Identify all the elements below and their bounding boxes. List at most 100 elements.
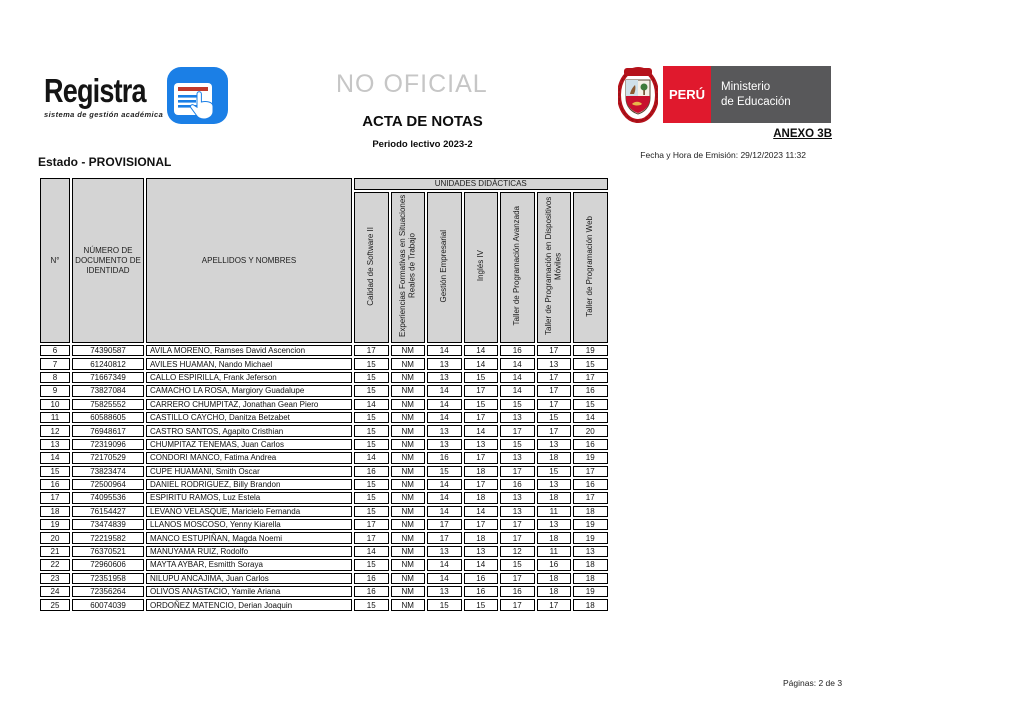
cell-grade: NM bbox=[390, 492, 425, 504]
cell-document: 76948617 bbox=[72, 425, 144, 437]
cell-name: AVILA MORENO, Ramses David Ascencion bbox=[146, 345, 352, 357]
cell-grade: 15 bbox=[427, 599, 462, 611]
cell-index: 9 bbox=[40, 385, 70, 397]
cell-grade: 17 bbox=[427, 532, 462, 544]
unit-col-label: Taller de Programación Web bbox=[585, 215, 595, 317]
cell-document: 73474839 bbox=[72, 519, 144, 531]
annex-label: ANEXO 3B bbox=[773, 128, 832, 140]
cell-grade: 14 bbox=[427, 505, 462, 518]
cell-grade: 13 bbox=[536, 358, 571, 370]
cell-grade: 16 bbox=[500, 345, 535, 357]
unit-col-label: Taller de Programación en Dispositivos M… bbox=[544, 196, 563, 336]
cell-document: 60588605 bbox=[72, 411, 144, 424]
cell-grade: 17 bbox=[536, 398, 571, 410]
cell-grade: 14 bbox=[427, 411, 462, 424]
table-row: 20 72219582 MANCO ESTUPIÑAN, Magda Noemi 17… bbox=[40, 532, 608, 544]
cell-grade: 13 bbox=[500, 452, 535, 464]
cell-grade: 15 bbox=[500, 438, 535, 451]
cell-index: 22 bbox=[40, 559, 70, 571]
cell-grade: 17 bbox=[536, 371, 571, 384]
cell-grade: NM bbox=[390, 519, 425, 531]
cell-grade: 17 bbox=[463, 519, 498, 531]
cell-index: 18 bbox=[40, 505, 70, 518]
cell-grade: NM bbox=[390, 345, 425, 357]
cell-grade: 14 bbox=[500, 371, 535, 384]
table-row: 14 72170529 CONDORI MANCO, Fatima Andrea 14… bbox=[40, 452, 608, 464]
cell-grade: 16 bbox=[573, 478, 608, 491]
cell-index: 11 bbox=[40, 411, 70, 424]
cell-index: 16 bbox=[40, 478, 70, 491]
col-header-names: APELLIDOS Y NOMBRES bbox=[146, 178, 352, 343]
cell-grade: 17 bbox=[427, 519, 462, 531]
cell-document: 76154427 bbox=[72, 505, 144, 518]
registra-wordmark: Registra sistema de gestión académica bbox=[44, 74, 168, 119]
cell-grade: 17 bbox=[463, 478, 498, 491]
cell-grade: 16 bbox=[573, 438, 608, 451]
cell-grade: 15 bbox=[354, 599, 389, 611]
cell-grade: 13 bbox=[463, 545, 498, 558]
cell-grade: 16 bbox=[463, 586, 498, 598]
cell-index: 23 bbox=[40, 572, 70, 585]
cell-grade: 18 bbox=[573, 559, 608, 571]
cell-grade: NM bbox=[390, 478, 425, 491]
cell-name: CONDORI MANCO, Fatima Andrea bbox=[146, 452, 352, 464]
cell-index: 24 bbox=[40, 586, 70, 598]
cell-index: 7 bbox=[40, 358, 70, 370]
grades-table-body: 6 74390587 AVILA MORENO, Ramses David Asce… bbox=[40, 345, 608, 611]
cell-grade: 13 bbox=[427, 358, 462, 370]
cell-grade: 19 bbox=[573, 586, 608, 598]
cell-grade: 18 bbox=[536, 572, 571, 585]
cell-name: AVILES HUAMAN, Nando Michael bbox=[146, 358, 352, 370]
cell-grade: 13 bbox=[573, 545, 608, 558]
cell-name: MAYTA AYBAR, Esmitth Soraya bbox=[146, 559, 352, 571]
cell-index: 17 bbox=[40, 492, 70, 504]
cell-document: 72219582 bbox=[72, 532, 144, 544]
table-row: 8 71667349 CALLO ESPIRILLA, Frank Jeferson… bbox=[40, 371, 608, 384]
unit-col-header: Experiencias Formativas en Situaciones R… bbox=[390, 192, 425, 343]
registra-logo: Registra sistema de gestión académica bbox=[38, 66, 238, 128]
cell-name: ESPIRITU RAMOS, Luz Estela bbox=[146, 492, 352, 504]
cell-grade: NM bbox=[390, 438, 425, 451]
table-row: 9 73827084 CAMACHO LA ROSA, Margiory Guada… bbox=[40, 385, 608, 397]
cell-document: 60074039 bbox=[72, 599, 144, 611]
ministry-line2: de Educación bbox=[721, 95, 791, 108]
cell-grade: 15 bbox=[573, 358, 608, 370]
table-row: 7 61240812 AVILES HUAMAN, Nando Michael 15 N… bbox=[40, 358, 608, 370]
cell-grade: NM bbox=[390, 532, 425, 544]
table-row: 25 60074039 ORDOÑEZ MATENCIO, Derian Joaqu… bbox=[40, 599, 608, 611]
cell-name: DANIEL RODRIGUEZ, Billy Brandon bbox=[146, 478, 352, 491]
unit-col-label: Taller de Programación Avanzada bbox=[512, 206, 522, 326]
cell-index: 10 bbox=[40, 398, 70, 410]
peru-flag-box: PERÚ bbox=[663, 66, 711, 123]
cell-name: CAMACHO LA ROSA, Margiory Guadalupe bbox=[146, 385, 352, 397]
unit-col-header: Taller de Programación Web bbox=[573, 192, 608, 343]
cell-index: 13 bbox=[40, 438, 70, 451]
cell-grade: NM bbox=[390, 411, 425, 424]
cell-grade: 18 bbox=[573, 572, 608, 585]
table-row: 22 72960606 MAYTA AYBAR, Esmitth Soraya 15 N… bbox=[40, 559, 608, 571]
cell-grade: 16 bbox=[354, 572, 389, 585]
unit-col-label: Gestión Empresarial bbox=[439, 229, 449, 303]
unit-col-label: Experiencias Formativas en Situaciones R… bbox=[398, 194, 417, 338]
cell-grade: 14 bbox=[463, 505, 498, 518]
cell-document: 73823474 bbox=[72, 465, 144, 477]
cell-grade: 17 bbox=[573, 465, 608, 477]
cell-name: CUPE HUAMANI, Smith Oscar bbox=[146, 465, 352, 477]
cell-grade: 17 bbox=[500, 572, 535, 585]
cell-grade: 17 bbox=[500, 465, 535, 477]
grades-table-head: N° NÚMERO DE DOCUMENTO DE IDENTIDAD APEL… bbox=[40, 178, 608, 343]
cell-grade: 13 bbox=[427, 438, 462, 451]
cell-grade: 14 bbox=[354, 452, 389, 464]
cell-index: 8 bbox=[40, 371, 70, 384]
table-row: 11 60588605 CASTILLO CAYCHO, Danitza Betza… bbox=[40, 411, 608, 424]
cell-grade: 17 bbox=[536, 345, 571, 357]
page-counter: Páginas: 2 de 3 bbox=[783, 678, 843, 688]
cell-grade: 14 bbox=[354, 398, 389, 410]
cell-grade: NM bbox=[390, 425, 425, 437]
cell-grade: 13 bbox=[536, 478, 571, 491]
cell-grade: 15 bbox=[354, 425, 389, 437]
cell-grade: 17 bbox=[536, 599, 571, 611]
cell-document: 72960606 bbox=[72, 559, 144, 571]
cell-grade: 14 bbox=[427, 572, 462, 585]
cell-grade: 14 bbox=[463, 559, 498, 571]
